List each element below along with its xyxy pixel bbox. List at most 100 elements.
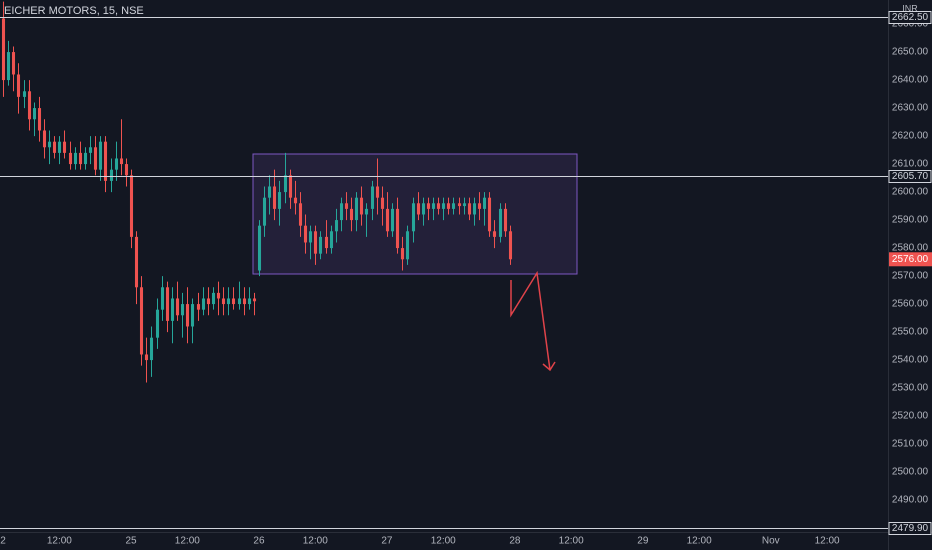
candle-body bbox=[498, 208, 503, 237]
y-tick-label: 2580.00 bbox=[892, 243, 929, 254]
candle-body bbox=[431, 203, 436, 209]
candle-body bbox=[119, 158, 124, 165]
candle-body bbox=[426, 203, 431, 209]
candle-body bbox=[451, 203, 456, 209]
y-tick-label: 2660.00 bbox=[892, 19, 929, 30]
y-tick-label: 2610.00 bbox=[892, 159, 929, 170]
candle-body bbox=[175, 298, 180, 316]
x-tick-label: 25 bbox=[125, 536, 137, 547]
candle-body bbox=[267, 186, 272, 198]
x-tick-label: 12:00 bbox=[559, 536, 584, 547]
candle-body bbox=[22, 91, 27, 97]
candle-body bbox=[405, 231, 410, 260]
candle-body bbox=[508, 231, 513, 260]
candle-body bbox=[139, 287, 144, 355]
plot bbox=[1, 1, 513, 383]
candle-body bbox=[42, 130, 47, 148]
candle-body bbox=[446, 203, 451, 209]
candle-body bbox=[503, 208, 508, 232]
chart-title: EICHER MOTORS, 15, NSE bbox=[4, 5, 144, 17]
candle-body bbox=[390, 208, 395, 232]
candle-body bbox=[68, 152, 73, 165]
y-tick-label: 2540.00 bbox=[892, 355, 929, 366]
candle-body bbox=[226, 298, 231, 305]
candle-body bbox=[416, 203, 421, 215]
candle-body bbox=[411, 203, 416, 232]
x-tick-label: 2 bbox=[0, 536, 6, 547]
candle-body bbox=[170, 298, 175, 321]
y-tick-label: 2560.00 bbox=[892, 299, 929, 310]
candle-body bbox=[149, 337, 154, 361]
price-label: 2605.70 bbox=[892, 171, 929, 182]
candle-body bbox=[385, 208, 390, 232]
candle-body bbox=[165, 287, 170, 321]
x-tick-label: 12:00 bbox=[303, 536, 328, 547]
candle-body bbox=[201, 298, 206, 310]
candle-body bbox=[160, 287, 165, 310]
candle-body bbox=[155, 309, 160, 338]
price-label-box bbox=[888, 522, 932, 535]
candle-body bbox=[57, 141, 62, 153]
candle-body bbox=[354, 197, 359, 221]
candle-body bbox=[252, 298, 257, 302]
candle-body bbox=[477, 203, 482, 209]
x-tick-label: 26 bbox=[253, 536, 265, 547]
candle-body bbox=[134, 236, 139, 288]
candle-body bbox=[114, 158, 119, 170]
candle-body bbox=[380, 197, 385, 209]
candle-body bbox=[283, 175, 288, 193]
candle-body bbox=[370, 186, 375, 209]
x-tick-label: 12:00 bbox=[47, 536, 72, 547]
currency: INR bbox=[902, 3, 918, 13]
candle-body bbox=[237, 298, 242, 305]
candle-body bbox=[293, 197, 298, 204]
candle-body bbox=[482, 197, 487, 209]
candle-body bbox=[395, 208, 400, 249]
candle-body bbox=[221, 298, 226, 305]
y-tick-label: 2530.00 bbox=[892, 383, 929, 394]
candle-body bbox=[492, 231, 497, 237]
candle-body bbox=[103, 141, 108, 181]
candle-body bbox=[190, 304, 195, 327]
candle-body bbox=[472, 203, 477, 215]
candle-body bbox=[129, 175, 134, 237]
candle-body bbox=[487, 197, 492, 232]
candle-body bbox=[303, 225, 308, 243]
candle-body bbox=[344, 203, 349, 209]
candle-body bbox=[73, 152, 78, 165]
last-price-box bbox=[889, 252, 932, 267]
candle-body bbox=[211, 292, 216, 305]
candle-body bbox=[231, 298, 236, 305]
candle-body bbox=[196, 304, 201, 310]
y-tick-label: 2640.00 bbox=[892, 75, 929, 86]
candle-body bbox=[318, 236, 323, 254]
x-tick-label: Nov bbox=[762, 536, 780, 547]
candle-body bbox=[467, 203, 472, 215]
candle-body bbox=[288, 175, 293, 198]
y-tick-label: 2620.00 bbox=[892, 131, 929, 142]
price-label-box bbox=[888, 11, 932, 24]
candle-body bbox=[334, 220, 339, 232]
candle-body bbox=[62, 141, 67, 153]
last-price-label: 2576.00 bbox=[892, 254, 929, 265]
candle-body bbox=[16, 74, 21, 97]
candle-body bbox=[185, 304, 190, 327]
x-tick-label: 28 bbox=[509, 536, 521, 547]
x-tick-label: 12:00 bbox=[687, 536, 712, 547]
candle-body bbox=[32, 108, 37, 120]
x-tick-label: 27 bbox=[381, 536, 393, 547]
arrow bbox=[510, 270, 551, 371]
candle-body bbox=[206, 298, 211, 305]
candle-body bbox=[93, 147, 98, 170]
x-tick-label: 12:00 bbox=[815, 536, 840, 547]
candle-body bbox=[298, 203, 303, 226]
candle-body bbox=[277, 192, 282, 209]
candle-body bbox=[52, 141, 57, 153]
x-tick-label: 29 bbox=[637, 536, 649, 547]
candle-body bbox=[313, 231, 318, 254]
candle-body bbox=[1, 18, 6, 81]
y-tick-label: 2510.00 bbox=[892, 439, 929, 450]
y-tick-label: 2570.00 bbox=[892, 271, 929, 282]
x-tick-label: 12:00 bbox=[175, 536, 200, 547]
